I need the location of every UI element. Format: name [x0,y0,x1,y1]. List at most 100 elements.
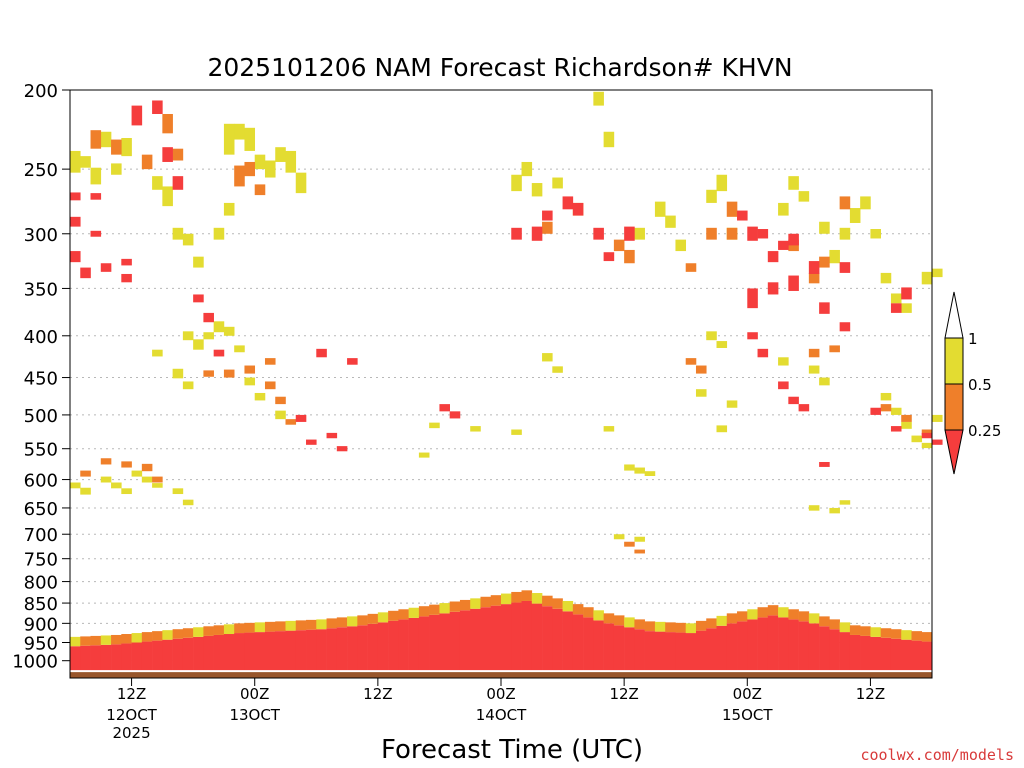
ri-cell-1-64 [880,272,892,284]
ri-cell-2-36 [808,348,820,358]
band-col-36 [439,613,450,672]
band-col-78 [870,636,881,672]
ri-cell-1-71 [706,331,717,341]
band-edge-26 [336,617,348,628]
xtick-label-6: 12Z [856,685,885,703]
ri-cell-1-85 [542,353,553,362]
colorbar-yellow [944,337,964,385]
xtick-label-0: 12Z [117,685,146,703]
band-edge-45 [531,593,543,604]
ri-cell-1-60 [839,227,851,240]
ri-cell-2-17 [121,461,132,468]
band-col-24 [316,629,327,672]
ri-cell-2-35 [921,429,933,435]
band-edge-70 [788,609,799,620]
ri-cell-1-62 [860,196,871,210]
ri-cell-1-66 [901,303,912,313]
ri-cell-1-0 [70,150,81,173]
ri-cell-1-61 [849,208,861,223]
ri-cell-1-26 [234,345,245,353]
chart-title: 2025101206 NAM Forecast Richardson# KHVN [207,53,792,82]
ri-cell-3-20 [316,348,327,358]
band-col-40 [480,607,492,672]
band-edge-30 [377,612,389,623]
xtick-date-5: 15OCT [722,706,773,724]
ri-cell-3-3 [80,267,91,279]
band-edge-48 [562,600,574,612]
band-col-46 [542,606,553,672]
band-col-27 [347,626,358,672]
ri-cell-3-26 [542,210,553,221]
ytick-label-850: 850 [24,594,58,615]
band-edge-71 [798,611,810,622]
ri-cell-2-16 [100,458,112,465]
band-col-23 [306,629,317,672]
band-edge-69 [778,607,789,618]
band-col-33 [408,617,420,672]
ytick-label-600: 600 [24,471,58,492]
band-edge-28 [357,615,368,626]
band-edge-40 [480,596,492,608]
ri-cell-1-57 [798,191,810,202]
colorbar-label-2: 0.25 [968,422,1001,440]
ri-cell-2-10 [264,381,276,390]
band-col-49 [572,614,584,672]
band-col-30 [377,622,389,672]
ytick-label-300: 300 [24,225,58,246]
ri-cell-1-15 [264,160,276,178]
ri-cell-1-48 [634,227,645,240]
ri-cell-3-9 [131,105,143,126]
ri-cell-1-73 [695,389,707,397]
ri-cell-2-9 [264,358,276,365]
ri-cell-1-50 [665,215,676,228]
band-col-63 [716,625,728,672]
band-edge-74 [829,619,840,630]
ri-cell-2-31 [685,358,697,365]
ri-cell-1-6 [152,176,163,190]
band-edge-64 [726,613,738,624]
band-edge-62 [706,618,717,629]
ri-cell-1-93 [829,507,840,514]
ri-cell-1-36 [111,482,122,489]
ri-cell-2-4 [172,148,184,161]
band-edge-56 [644,621,656,632]
band-edge-63 [716,615,728,626]
ri-cell-1-81 [901,421,912,429]
band-edge-8 [152,631,163,641]
ri-cell-3-25 [531,226,543,241]
band-col-9 [162,639,173,672]
band-col-71 [798,621,810,672]
xtick-label-4: 12Z [609,685,638,703]
ri-cell-1-84 [932,414,943,422]
band-col-43 [511,602,522,672]
band-col-39 [470,608,481,672]
ri-cell-1-56 [788,176,799,190]
ri-cell-1-37 [121,488,132,495]
ri-cell-1-34 [80,487,91,495]
ri-cell-2-7 [254,184,266,196]
band-edge-54 [624,617,635,628]
band-col-79 [880,637,892,672]
ri-cell-1-21 [182,331,194,341]
ri-cell-3-30 [603,252,615,262]
ri-cell-1-75 [716,425,728,433]
ri-cell-1-77 [808,365,820,374]
xtick-date-0: 12OCT [106,706,157,724]
band-col-55 [634,629,645,672]
ri-cell-1-25 [223,326,235,336]
band-edge-57 [654,621,666,632]
ri-cell-3-27 [562,196,574,210]
ri-cell-1-96 [418,452,430,458]
ri-cell-3-23 [449,411,461,419]
ri-cell-2-32 [695,365,707,374]
ri-cell-3-18 [326,432,338,439]
band-edge-18 [254,622,266,633]
ri-cell-1-7 [162,186,173,207]
ri-cell-1-67 [921,271,933,285]
band-col-22 [295,630,307,672]
ri-cell-1-49 [654,201,666,217]
ri-cell-1-1 [80,156,91,168]
ri-cell-3-7 [121,273,132,283]
